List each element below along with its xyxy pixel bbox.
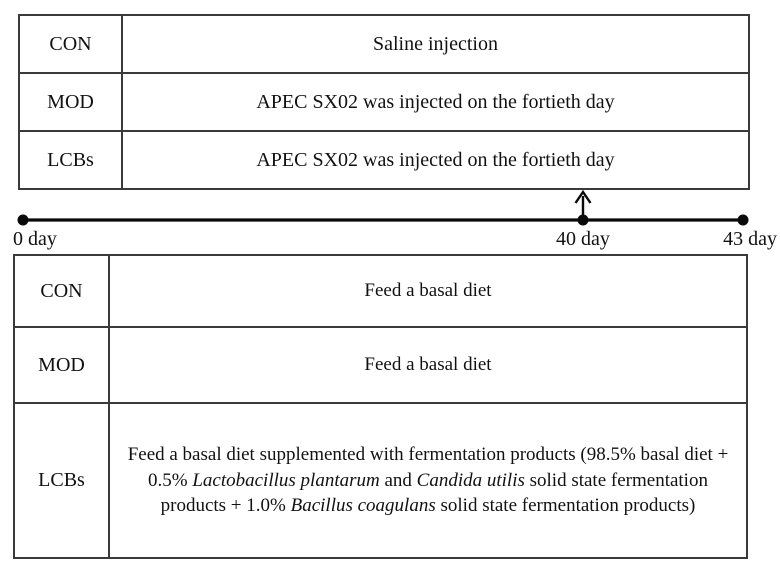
timeline-event-label: 40 day xyxy=(556,228,610,250)
table-row: MOD Feed a basal diet xyxy=(13,326,748,404)
diet-description-mod: Feed a basal diet xyxy=(108,326,748,404)
group-label-lcbs: LCBs xyxy=(18,130,123,190)
diet-description-lcbs: Feed a basal diet supplemented with ferm… xyxy=(108,402,748,559)
table-row: CON Saline injection xyxy=(18,14,750,74)
timeline-dot-day43 xyxy=(737,214,749,226)
timeline-dot-day0 xyxy=(17,214,29,226)
timeline-dot-day40 xyxy=(577,214,589,226)
timeline-end-label: 43 day xyxy=(723,228,777,250)
group-label-lcbs: LCBs xyxy=(13,402,110,559)
injection-table: CON Saline injection MOD APEC SX02 was i… xyxy=(18,14,750,190)
table-row: LCBs APEC SX02 was injected on the forti… xyxy=(18,130,750,190)
group-label-mod: MOD xyxy=(18,72,123,132)
up-arrow-icon xyxy=(574,189,592,204)
group-label-mod: MOD xyxy=(13,326,110,404)
injection-description-mod: APEC SX02 was injected on the fortieth d… xyxy=(121,72,750,132)
timeline-start-label: 0 day xyxy=(13,228,57,250)
injection-description-lcbs: APEC SX02 was injected on the fortieth d… xyxy=(121,130,750,190)
table-row: MOD APEC SX02 was injected on the fortie… xyxy=(18,72,750,132)
diet-table: CON Feed a basal diet MOD Feed a basal d… xyxy=(13,254,748,559)
group-label-con: CON xyxy=(13,254,110,328)
diet-description-con: Feed a basal diet xyxy=(108,254,748,328)
table-row: LCBs Feed a basal diet supplemented with… xyxy=(13,402,748,559)
injection-description-con: Saline injection xyxy=(121,14,750,74)
table-row: CON Feed a basal diet xyxy=(13,254,748,328)
group-label-con: CON xyxy=(18,14,123,74)
timeline-axis xyxy=(17,189,749,226)
